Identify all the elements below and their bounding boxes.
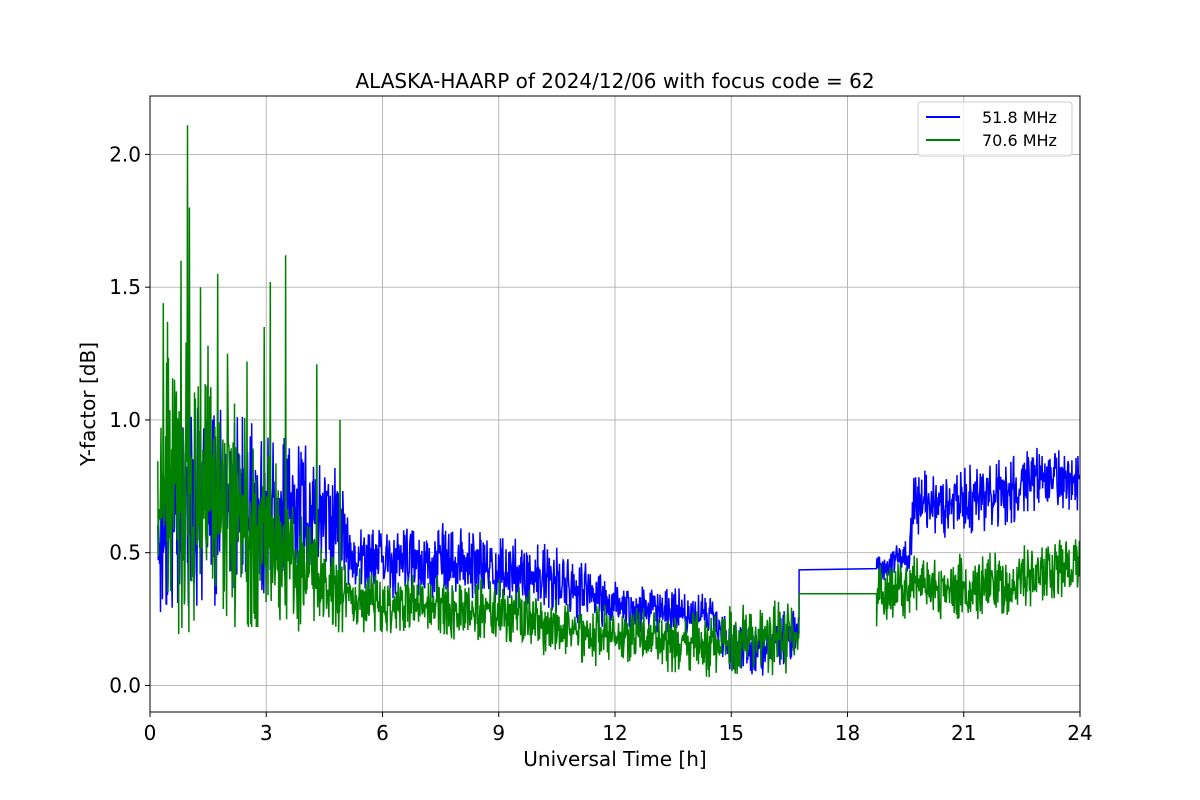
legend-label-51-8: 51.8 MHz xyxy=(982,108,1057,127)
x-axis: 0 3 6 9 12 15 18 21 24 xyxy=(144,712,1093,745)
chart-title: ALASKA-HAARP of 2024/12/06 with focus co… xyxy=(355,69,874,93)
legend: 51.8 MHz 70.6 MHz xyxy=(917,101,1073,157)
series-layer xyxy=(157,125,1081,678)
x-tick-label: 18 xyxy=(835,721,860,745)
y-axis: 0.0 0.5 1.0 1.5 2.0 xyxy=(109,142,150,697)
legend-box xyxy=(917,101,1073,157)
y-axis-title: Y-factor [dB] xyxy=(76,342,100,467)
y-tick-label: 1.0 xyxy=(109,408,141,432)
series-line-70-6 xyxy=(157,125,1081,678)
x-tick-label: 12 xyxy=(602,721,627,745)
y-tick-label: 1.5 xyxy=(109,275,141,299)
legend-label-70-6: 70.6 MHz xyxy=(982,131,1057,150)
x-tick-label: 0 xyxy=(144,721,157,745)
x-tick-label: 15 xyxy=(719,721,744,745)
series-line-51-8 xyxy=(157,407,1081,676)
y-tick-label: 0.0 xyxy=(109,673,141,697)
x-tick-label: 9 xyxy=(492,721,505,745)
x-axis-title: Universal Time [h] xyxy=(523,747,706,771)
x-tick-label: 6 xyxy=(376,721,389,745)
y-tick-label: 0.5 xyxy=(109,541,141,565)
x-tick-label: 24 xyxy=(1067,721,1092,745)
x-tick-label: 3 xyxy=(260,721,273,745)
y-tick-label: 2.0 xyxy=(109,142,141,166)
x-tick-label: 21 xyxy=(951,721,976,745)
